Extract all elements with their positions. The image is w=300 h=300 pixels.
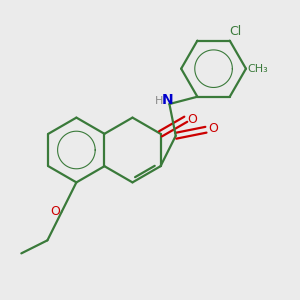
Text: O: O	[51, 205, 60, 218]
Text: H: H	[154, 96, 163, 106]
Text: Cl: Cl	[229, 25, 241, 38]
Text: O: O	[208, 122, 218, 135]
Text: N: N	[162, 94, 174, 107]
Text: O: O	[187, 113, 197, 126]
Text: CH₃: CH₃	[248, 64, 268, 74]
